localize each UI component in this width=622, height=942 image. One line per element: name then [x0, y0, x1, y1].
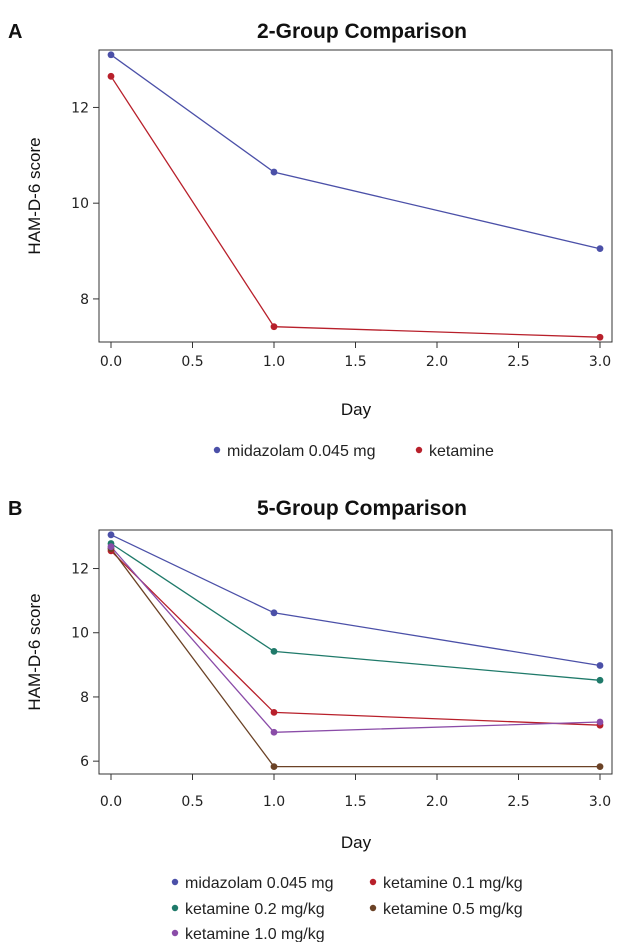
- y-tick-label-a-1: 10: [71, 196, 89, 212]
- series-group-a: [107, 51, 604, 341]
- legend-b: midazolam 0.045 mg ketamine 0.1 mg/kg ke…: [171, 875, 523, 942]
- x-tick-label-a-5: 2.5: [507, 354, 529, 370]
- series-line-b-3: [110, 548, 600, 768]
- legend-marker-b-1: [369, 878, 377, 886]
- series-group-b: [107, 531, 604, 771]
- x-tick-label-b-2: 1.0: [263, 794, 285, 810]
- y-tick-label-b-3: 12: [71, 562, 89, 578]
- y-axis-label-b: HAM-D-6 score: [25, 593, 44, 710]
- x-tick-label-b-4: 2.0: [426, 794, 448, 810]
- x-tick-label-a-4: 2.0: [426, 354, 448, 370]
- chart-title-b: 5-Group Comparison: [257, 497, 467, 520]
- legend-marker-a-0: [213, 446, 221, 454]
- x-axis-label-a: Day: [341, 400, 372, 419]
- x-tick-label-b-0: 0.0: [100, 794, 122, 810]
- data-point-b-4-1: [270, 728, 278, 736]
- legend-label-b-4: ketamine 1.0 mg/kg: [185, 926, 325, 942]
- x-tick-label-a-0: 0.0: [100, 354, 122, 370]
- data-point-b-1-1: [270, 708, 278, 716]
- data-point-b-0-2: [596, 662, 604, 669]
- data-point-b-3-1: [270, 763, 278, 771]
- legend-label-b-0: midazolam 0.045 mg: [185, 875, 334, 892]
- series-line-a-1: [110, 75, 601, 338]
- y-axis-label-a: HAM-D-6 score: [25, 137, 44, 254]
- data-point-a-0-0: [107, 51, 115, 59]
- series-line-b-2: [110, 542, 601, 681]
- legend-marker-b-3: [369, 904, 377, 912]
- data-point-a-0-2: [596, 245, 604, 253]
- plot-frame-a: [98, 49, 613, 343]
- axes-a: 0.0 0.5 1.0 1.5 2.0 2.5 3.0 8 10 12: [71, 100, 611, 370]
- series-line-b-4: [110, 546, 601, 733]
- y-tick-label-a-2: 12: [71, 100, 89, 116]
- legend-marker-b-2: [171, 904, 179, 912]
- data-point-b-2-1: [270, 647, 278, 655]
- legend-a: midazolam 0.045 mg ketamine: [213, 443, 494, 460]
- data-point-b-4-0: [107, 543, 115, 551]
- x-tick-label-b-6: 3.0: [589, 794, 611, 810]
- x-tick-label-a-2: 1.0: [263, 354, 285, 370]
- data-point-b-3-2: [596, 763, 604, 771]
- data-point-b-0-0: [107, 531, 115, 539]
- legend-label-a-1: ketamine: [429, 443, 494, 460]
- series-line-b-1: [110, 550, 601, 726]
- y-tick-label-b-1: 8: [80, 690, 89, 706]
- data-point-a-1-2: [596, 333, 604, 341]
- legend-label-a-0: midazolam 0.045 mg: [227, 443, 376, 460]
- x-tick-label-a-6: 3.0: [589, 354, 611, 370]
- panel-letter-b: B: [8, 498, 22, 520]
- panel-b: B 5-Group Comparison 0.0 0.5 1.0 1.5 2.0 2.5 3…: [8, 497, 613, 942]
- legend-marker-b-4: [171, 929, 179, 937]
- x-tick-label-a-3: 1.5: [344, 354, 366, 370]
- x-tick-label-a-1: 0.5: [181, 354, 203, 370]
- x-tick-label-b-1: 0.5: [181, 794, 203, 810]
- y-tick-label-a-0: 8: [80, 292, 89, 308]
- y-tick-label-b-0: 6: [80, 754, 89, 770]
- data-point-a-0-1: [270, 168, 278, 176]
- panel-a: A 2-Group Comparison 0.0 0.5 1.0 1.5 2.0 2.5 3…: [8, 20, 613, 460]
- data-point-b-2-2: [596, 676, 604, 684]
- panel-letter-a: A: [8, 21, 22, 43]
- legend-marker-a-1: [415, 446, 423, 454]
- data-point-a-1-0: [107, 72, 115, 80]
- legend-label-b-3: ketamine 0.5 mg/kg: [383, 901, 523, 918]
- x-axis-label-b: Day: [341, 833, 372, 852]
- data-point-a-1-1: [270, 323, 278, 331]
- chart-title-a: 2-Group Comparison: [257, 20, 467, 43]
- axes-b: 0.0 0.5 1.0 1.5 2.0 2.5 3.0 6 8 10 12: [71, 562, 611, 810]
- x-tick-label-b-5: 2.5: [507, 794, 529, 810]
- legend-label-b-2: ketamine 0.2 mg/kg: [185, 901, 325, 918]
- data-point-b-4-2: [596, 718, 604, 726]
- data-point-b-0-1: [270, 609, 278, 617]
- legend-label-b-1: ketamine 0.1 mg/kg: [383, 875, 523, 892]
- y-tick-label-b-2: 10: [71, 626, 89, 642]
- x-tick-label-b-3: 1.5: [344, 794, 366, 810]
- legend-marker-b-0: [171, 878, 179, 886]
- series-line-a-0: [110, 54, 601, 250]
